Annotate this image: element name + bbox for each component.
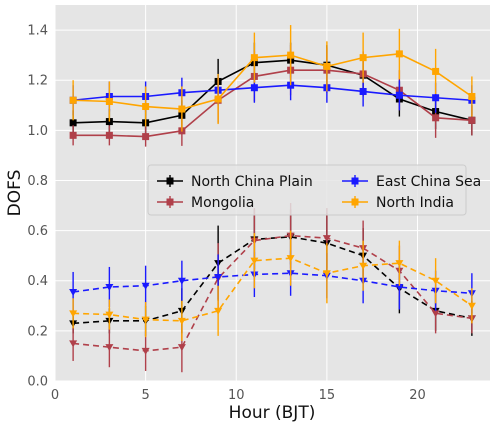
mongolia-upper-point [69,131,77,139]
north-india-upper-line [73,53,473,110]
legend-item-north-india: North India [342,195,454,211]
east-china-sea-lower-point [177,277,186,285]
north-india-lower-point [141,316,150,324]
east-china-sea-lower-point [69,289,78,297]
x-tick-label: 5 [141,388,149,403]
mongolia-lower-line [73,234,472,352]
y-tick-label: 1.4 [27,24,48,39]
north-india-upper-point [214,95,222,103]
mongolia-upper-point [468,116,476,124]
north-china-plain-upper-line [73,59,473,124]
north-india-lower-point [250,257,259,265]
x-tick-label: 0 [51,388,59,403]
legend-item-north-china-plain: North China Plain [157,174,313,190]
north-india-upper-point [395,50,403,58]
north-india-lower-point [286,255,295,263]
y-tick-label: 0.2 [27,324,48,339]
mongolia-upper-point [142,133,150,141]
x-tick-label: 15 [319,388,336,403]
y-axis-title: DOFS [5,170,25,217]
north-india-lower-point [105,311,114,319]
legend-label: North India [376,195,454,211]
north-india-lower-point [431,277,440,285]
mongolia-lower-point [69,340,78,348]
north-india-upper-point [142,103,150,111]
east-china-sea-upper-line [73,84,472,102]
legend-item-mongolia: Mongolia [157,195,254,211]
north-india-upper-point [359,54,367,62]
y-tick-label: 0.8 [27,174,48,189]
ticks-layer: 0 5 10 15 20 0.0 0.2 0.4 0.6 0.8 1.0 1.2 1.4 [27,24,425,403]
legend-swatch-marker [351,177,359,185]
north-india-upper-point [178,105,186,113]
legend-swatch-marker [351,198,359,206]
north-india-lower-line [73,257,473,322]
north-india-upper-point [323,62,331,70]
north-india-upper-point [468,92,476,100]
east-china-sea-upper-point [432,94,440,102]
north-india-lower-point [214,307,223,315]
y-tick-label: 1.0 [27,124,48,139]
north-india-upper-point [432,67,440,75]
y-tick-label: 0.0 [27,375,48,390]
mongolia-upper-point [432,114,440,122]
east-china-sea-lower-point [214,273,223,281]
legend-label: Mongolia [191,195,254,211]
mongolia-lower-point [431,310,440,318]
east-china-sea-lower-point [105,284,114,291]
y-tick-label: 0.6 [27,224,48,239]
y-tick-label: 1.2 [27,74,48,89]
legend-swatch-marker [166,177,174,185]
legend: North China Plain Mongolia East China Sea N… [147,164,481,216]
east-china-sea-upper-point [359,87,367,95]
mongolia-lower-point [141,347,150,355]
legend-label: East China Sea [376,174,481,190]
north-india-lower-point [359,262,368,270]
north-india-lower-point [467,302,476,310]
north-india-upper-point [105,98,113,106]
north-india-lower-point [322,270,331,278]
mongolia-upper-line [73,69,472,138]
east-china-sea-lower-line [73,272,472,295]
x-tick-label: 10 [228,388,245,403]
series-north-india [69,25,476,341]
east-china-sea-lower-point [395,284,404,291]
x-axis-title: Hour (BJT) [229,403,316,423]
north-india-lower-point [69,310,78,318]
mongolia-lower-point [322,235,331,243]
mongolia-lower-point [105,344,114,352]
legend-label: North China Plain [191,174,313,190]
north-india-upper-point [287,51,295,59]
north-china-plain-lower-line [73,236,473,325]
x-tick-label: 20 [409,388,426,403]
east-china-sea-upper-point [250,84,258,92]
legend-swatch-marker [166,198,174,206]
east-china-sea-lower-point [141,282,150,290]
east-china-sea-upper-point [395,91,403,99]
legend-item-east-china-sea: East China Sea [342,174,481,190]
north-india-upper-point [250,54,258,62]
mongolia-lower-point [177,344,186,352]
series-layer [69,25,476,373]
north-india-lower-point [395,260,404,268]
y-tick-label: 0.4 [27,274,48,289]
mongolia-upper-point [105,131,113,139]
north-india-upper-point [69,96,77,104]
north-china-plain-upper-point [69,119,77,127]
north-india-lower-point [177,317,186,325]
legend-frame [147,164,467,216]
